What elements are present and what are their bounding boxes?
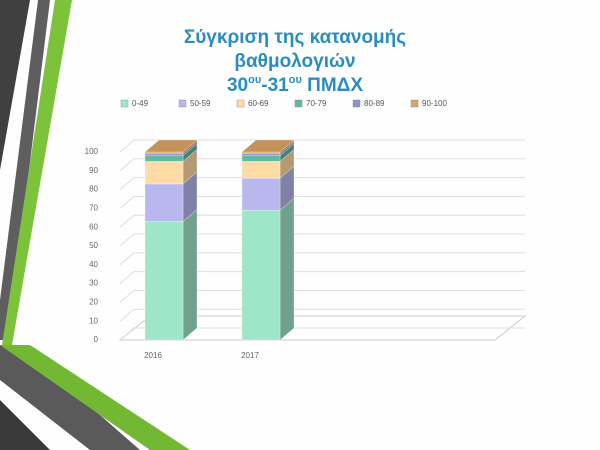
chart-subtitle: 30ου-31ου ΠΜΔΧ bbox=[227, 74, 363, 96]
bar-segment bbox=[241, 153, 281, 156]
y-tick-label: 50 bbox=[89, 241, 98, 250]
chart-title: Σύγκριση της κατανομής bbox=[184, 27, 406, 48]
grid-line bbox=[119, 252, 525, 266]
y-tick-label: 20 bbox=[89, 298, 98, 307]
bar-segment bbox=[241, 210, 281, 341]
stripe-gray bbox=[0, 0, 50, 340]
y-tick-label: 80 bbox=[89, 185, 98, 194]
y-tick-label: 10 bbox=[89, 316, 98, 325]
legend-swatch bbox=[178, 99, 187, 108]
y-tick-label: 70 bbox=[89, 204, 98, 213]
grid-line bbox=[119, 158, 525, 172]
superscript: ου bbox=[248, 74, 261, 86]
bar-top bbox=[144, 139, 198, 153]
x-tick-label: 2016 bbox=[144, 351, 162, 360]
legend-label: 50-59 bbox=[190, 99, 211, 108]
bar-segment bbox=[241, 178, 281, 211]
legend-swatch bbox=[120, 99, 129, 108]
bar-side bbox=[279, 197, 295, 341]
legend-label: 60-69 bbox=[248, 99, 269, 108]
grid-line bbox=[119, 308, 525, 322]
grid-line bbox=[119, 214, 525, 228]
bar-segment bbox=[241, 151, 281, 155]
stripe-green bbox=[2, 0, 72, 345]
y-tick-label: 30 bbox=[89, 279, 98, 288]
grid-line bbox=[119, 327, 525, 341]
bar-segment bbox=[241, 161, 281, 179]
bar-segment bbox=[144, 183, 184, 222]
y-tick-label: 90 bbox=[89, 166, 98, 175]
legend-label: 70-79 bbox=[306, 99, 327, 108]
bar-segment bbox=[144, 153, 184, 156]
bar-segment bbox=[144, 151, 184, 155]
bar-segment bbox=[144, 155, 184, 162]
y-tick-label: 40 bbox=[89, 260, 98, 269]
chart-title: βαθμολογιών bbox=[234, 51, 355, 72]
grid-line bbox=[119, 233, 525, 247]
grid-line bbox=[119, 139, 525, 153]
stripe-bottom-dark bbox=[0, 345, 140, 450]
x-tick-label: 2017 bbox=[241, 351, 259, 360]
legend-swatch bbox=[236, 99, 245, 108]
legend-swatch bbox=[294, 99, 303, 108]
bar-segment bbox=[241, 155, 281, 162]
stripe-bottom-green bbox=[0, 345, 190, 450]
grid-line bbox=[119, 195, 525, 209]
legend-label: 90-100 bbox=[422, 99, 447, 108]
bar-top bbox=[241, 139, 295, 153]
subtitle-part: ΠΜΔΧ bbox=[302, 75, 363, 96]
y-tick-label: 0 bbox=[94, 335, 99, 344]
grid-line bbox=[119, 289, 525, 303]
y-tick-label: 100 bbox=[85, 147, 99, 156]
subtitle-part: 30 bbox=[227, 75, 248, 96]
chart: 0 10 20 30 40 50 60 70 80 90 100 0-49 50-59 60-69 70-7… bbox=[85, 99, 527, 360]
legend-swatch bbox=[410, 99, 419, 108]
legend-label: 0-49 bbox=[132, 99, 149, 108]
bar-segment bbox=[144, 221, 184, 341]
legend-label: 80-89 bbox=[364, 99, 385, 108]
y-tick-label: 60 bbox=[89, 222, 98, 231]
legend-swatch bbox=[352, 99, 361, 108]
floor bbox=[118, 315, 527, 341]
superscript: ου bbox=[289, 74, 302, 86]
grid-line bbox=[119, 271, 525, 284]
stripe-corner bbox=[0, 400, 50, 450]
stripe-dark bbox=[0, 0, 30, 170]
grid-line bbox=[119, 177, 525, 190]
bar-segment bbox=[144, 161, 184, 185]
bar-side bbox=[182, 209, 198, 341]
subtitle-part: -31 bbox=[261, 75, 289, 96]
